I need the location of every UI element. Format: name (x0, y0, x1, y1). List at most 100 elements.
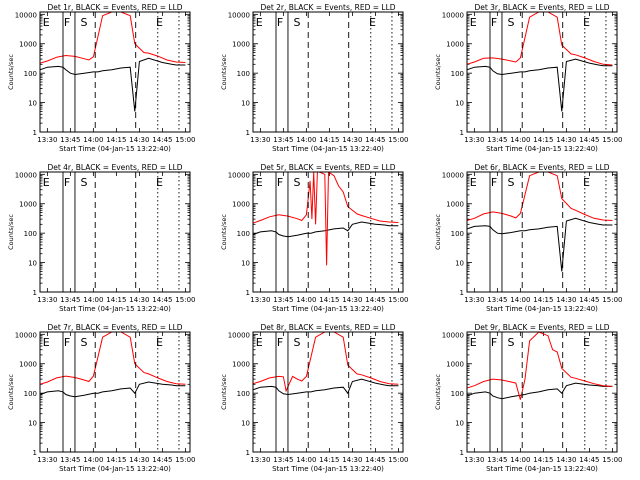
x-tick-label: 14:30 (129, 456, 149, 464)
marker-letter: E (470, 336, 477, 349)
y-tick-label: 1000 (232, 361, 250, 369)
y-tick-label: 1 (246, 289, 250, 297)
x-tick-label: 13:30 (464, 456, 484, 464)
x-tick-label: 14:00 (83, 456, 103, 464)
x-tick-label: 14:45 (365, 296, 385, 304)
y-tick-label: 1000 (446, 201, 464, 209)
x-tick-label: 14:00 (510, 456, 530, 464)
x-axis-label: Start Time (04-Jan-15 13:22:40) (59, 145, 171, 153)
chart-title: Det 8r, BLACK = Events, RED = LLD (260, 323, 395, 332)
marker-letter: E (43, 176, 50, 189)
x-tick-label: 15:00 (175, 136, 195, 144)
y-axis-label: Counts/sec (434, 54, 442, 90)
x-tick-label: 14:30 (342, 136, 362, 144)
series-line-events (40, 57, 186, 112)
marker-letter: E (156, 176, 163, 189)
x-tick-label: 15:00 (602, 456, 622, 464)
y-tick-label: 100 (237, 230, 250, 238)
x-axis-label: Start Time (04-Jan-15 13:22:40) (272, 305, 384, 313)
series-group (467, 12, 613, 112)
x-tick-label: 14:15 (533, 456, 553, 464)
plot-frame (39, 331, 191, 453)
y-tick-label: 100 (451, 230, 464, 238)
series-line-lld (467, 332, 613, 400)
chart-title: Det 3r, BLACK = Events, RED = LLD (474, 3, 609, 12)
marker-letter: S (293, 176, 300, 189)
series-line-events (40, 381, 186, 398)
y-tick-label: 10 (241, 260, 250, 268)
y-axis-label: Counts/sec (220, 214, 228, 250)
x-tick-label: 15:00 (388, 296, 408, 304)
x-tick-label: 14:45 (365, 456, 385, 464)
y-axis-label: Counts/sec (7, 374, 15, 410)
x-axis-label: Start Time (04-Jan-15 13:22:40) (486, 465, 598, 473)
marker-letter: S (507, 336, 514, 349)
y-tick-label: 1000 (19, 41, 37, 49)
chart-title: Det 5r, BLACK = Events, RED = LLD (260, 163, 395, 172)
series-group (253, 332, 399, 396)
marker-letter: S (80, 16, 87, 29)
x-tick-label: 14:15 (533, 296, 553, 304)
x-tick-label: 13:45 (487, 296, 507, 304)
x-tick-label: 13:30 (37, 296, 57, 304)
marker-letter: E (256, 176, 263, 189)
series-group (40, 12, 186, 112)
y-tick-label: 100 (24, 390, 37, 398)
chart-panel-8: 1 10 100 1000 10000 13:30 13:45 14:00 14:15 14:30… (220, 323, 408, 473)
x-axis-label: Start Time (04-Jan-15 13:22:40) (486, 305, 598, 313)
marker-letter: F (277, 336, 283, 349)
x-tick-label: 14:00 (510, 136, 530, 144)
y-tick-label: 10000 (228, 11, 250, 19)
y-tick-label: 10000 (228, 331, 250, 339)
x-tick-label: 13:30 (250, 456, 270, 464)
y-axis-label: Counts/sec (220, 54, 228, 90)
marker-letter: E (256, 16, 263, 29)
marker-letter: E (470, 16, 477, 29)
marker-letter: E (583, 336, 590, 349)
chart-title: Det 4r, BLACK = Events, RED = LLD (47, 163, 182, 172)
x-tick-label: 13:45 (60, 136, 80, 144)
y-tick-label: 1 (460, 129, 464, 137)
x-tick-label: 13:45 (273, 456, 293, 464)
x-tick-label: 15:00 (388, 456, 408, 464)
x-tick-label: 14:45 (152, 136, 172, 144)
x-tick-label: 14:30 (556, 456, 576, 464)
x-tick-label: 13:30 (250, 296, 270, 304)
x-tick-label: 13:45 (60, 296, 80, 304)
series-line-lld (467, 172, 613, 221)
series-group (253, 172, 399, 266)
y-axis-label: Counts/sec (7, 54, 15, 90)
marker-letter: E (470, 176, 477, 189)
x-tick-label: 14:15 (319, 296, 339, 304)
series-line-lld (253, 172, 399, 266)
x-tick-label: 13:30 (464, 136, 484, 144)
series-line-events (253, 378, 399, 396)
chart-title: Det 6r, BLACK = Events, RED = LLD (474, 163, 609, 172)
y-tick-label: 10 (241, 100, 250, 108)
series-line-events (467, 382, 613, 400)
x-tick-label: 14:15 (319, 136, 339, 144)
marker-letter: S (507, 16, 514, 29)
x-tick-label: 14:15 (106, 456, 126, 464)
x-tick-label: 13:45 (487, 136, 507, 144)
y-tick-label: 10 (455, 420, 464, 428)
x-axis-label: Start Time (04-Jan-15 13:22:40) (486, 145, 598, 153)
y-tick-label: 1 (33, 129, 37, 137)
x-tick-label: 14:45 (152, 296, 172, 304)
chart-panel-7: 1 10 100 1000 10000 13:30 13:45 14:00 14:15 14:30… (7, 323, 195, 473)
marker-letter: E (156, 336, 163, 349)
series-line-lld (467, 12, 613, 66)
y-tick-label: 1000 (446, 361, 464, 369)
y-tick-label: 100 (237, 390, 250, 398)
chart-panel-2: 1 10 100 1000 10000 13:30 13:45 14:00 14:15 14:30… (220, 3, 408, 153)
y-axis-label: Counts/sec (434, 374, 442, 410)
x-axis-label: Start Time (04-Jan-15 13:22:40) (59, 305, 171, 313)
y-tick-label: 10 (28, 100, 37, 108)
series-line-lld (40, 12, 186, 64)
chart-panel-5: 1 10 100 1000 10000 13:30 13:45 14:00 14:15 14:30… (220, 163, 408, 313)
x-tick-label: 14:30 (342, 456, 362, 464)
y-tick-label: 10 (28, 260, 37, 268)
x-tick-label: 14:45 (579, 456, 599, 464)
plot-frame (466, 331, 618, 453)
series-group (467, 332, 613, 400)
